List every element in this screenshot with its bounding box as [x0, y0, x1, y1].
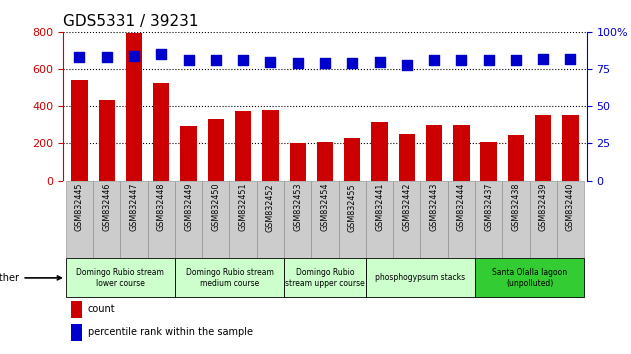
Bar	[71, 324, 83, 341]
Bar	[448, 181, 475, 258]
Text: GSM832446: GSM832446	[102, 183, 111, 231]
Text: GSM832437: GSM832437	[484, 183, 493, 232]
Bar	[175, 258, 284, 297]
Text: GSM832453: GSM832453	[293, 183, 302, 232]
Bar	[339, 181, 366, 258]
Point	[429, 57, 439, 63]
Bar	[317, 142, 333, 181]
Bar	[66, 258, 175, 297]
Point	[483, 57, 493, 63]
Bar	[175, 181, 202, 258]
Text: GSM832439: GSM832439	[539, 183, 548, 232]
Bar	[148, 181, 175, 258]
Point	[102, 54, 112, 60]
Bar	[475, 181, 502, 258]
Bar	[426, 125, 442, 181]
Text: GSM832449: GSM832449	[184, 183, 193, 232]
Bar	[480, 142, 497, 181]
Bar	[257, 181, 284, 258]
Text: GSM832447: GSM832447	[129, 183, 139, 232]
Point	[293, 60, 303, 66]
Bar	[399, 134, 415, 181]
Point	[266, 59, 276, 64]
Bar	[66, 181, 93, 258]
Bar	[126, 33, 142, 181]
Bar	[202, 181, 230, 258]
Bar	[453, 125, 469, 181]
Text: GSM832442: GSM832442	[403, 183, 411, 232]
Text: GSM832451: GSM832451	[239, 183, 247, 232]
Text: percentile rank within the sample: percentile rank within the sample	[88, 327, 252, 337]
Text: GSM832441: GSM832441	[375, 183, 384, 231]
Bar	[284, 181, 311, 258]
Bar	[71, 301, 83, 318]
Text: count: count	[88, 304, 115, 314]
Text: GSM832450: GSM832450	[211, 183, 220, 232]
Point	[129, 53, 139, 58]
Point	[538, 56, 548, 62]
Text: Domingo Rubio
stream upper course: Domingo Rubio stream upper course	[285, 268, 365, 287]
Bar	[508, 135, 524, 181]
Bar	[230, 181, 257, 258]
Text: Domingo Rubio stream
medium course: Domingo Rubio stream medium course	[186, 268, 273, 287]
Bar	[535, 115, 551, 181]
Bar	[562, 115, 579, 181]
Bar	[93, 181, 121, 258]
Point	[347, 60, 357, 66]
Bar	[529, 181, 557, 258]
Bar	[371, 122, 387, 181]
Point	[238, 57, 248, 63]
Point	[184, 57, 194, 63]
Bar	[502, 181, 529, 258]
Text: GSM832440: GSM832440	[566, 183, 575, 231]
Point	[511, 57, 521, 63]
Point	[565, 56, 575, 62]
Point	[374, 59, 384, 64]
Text: Santa Olalla lagoon
(unpolluted): Santa Olalla lagoon (unpolluted)	[492, 268, 567, 287]
Bar	[71, 80, 88, 181]
Text: GSM832444: GSM832444	[457, 183, 466, 231]
Text: GSM832445: GSM832445	[75, 183, 84, 232]
Bar	[262, 110, 279, 181]
Text: phosphogypsum stacks: phosphogypsum stacks	[375, 273, 466, 282]
Bar	[557, 181, 584, 258]
Bar	[311, 181, 339, 258]
Bar	[393, 181, 420, 258]
Bar	[344, 138, 360, 181]
Bar	[475, 258, 584, 297]
Point	[402, 62, 412, 67]
Text: GSM832438: GSM832438	[511, 183, 521, 231]
Point	[456, 57, 466, 63]
Bar	[208, 119, 224, 181]
Text: GSM832455: GSM832455	[348, 183, 357, 232]
Point	[74, 54, 85, 60]
Bar	[153, 83, 170, 181]
Bar	[366, 181, 393, 258]
Text: GDS5331 / 39231: GDS5331 / 39231	[63, 14, 199, 29]
Bar	[420, 181, 448, 258]
Point	[156, 51, 167, 57]
Bar	[121, 181, 148, 258]
Point	[320, 60, 330, 66]
Text: GSM832454: GSM832454	[321, 183, 329, 232]
Bar	[366, 258, 475, 297]
Bar	[290, 143, 306, 181]
Point	[211, 57, 221, 63]
Bar	[98, 100, 115, 181]
Text: other: other	[0, 273, 61, 283]
Bar	[235, 111, 251, 181]
Text: GSM832448: GSM832448	[156, 183, 166, 231]
Text: GSM832443: GSM832443	[430, 183, 439, 231]
Text: Domingo Rubio stream
lower course: Domingo Rubio stream lower course	[76, 268, 164, 287]
Bar	[284, 258, 366, 297]
Text: GSM832452: GSM832452	[266, 183, 275, 232]
Bar	[180, 126, 197, 181]
